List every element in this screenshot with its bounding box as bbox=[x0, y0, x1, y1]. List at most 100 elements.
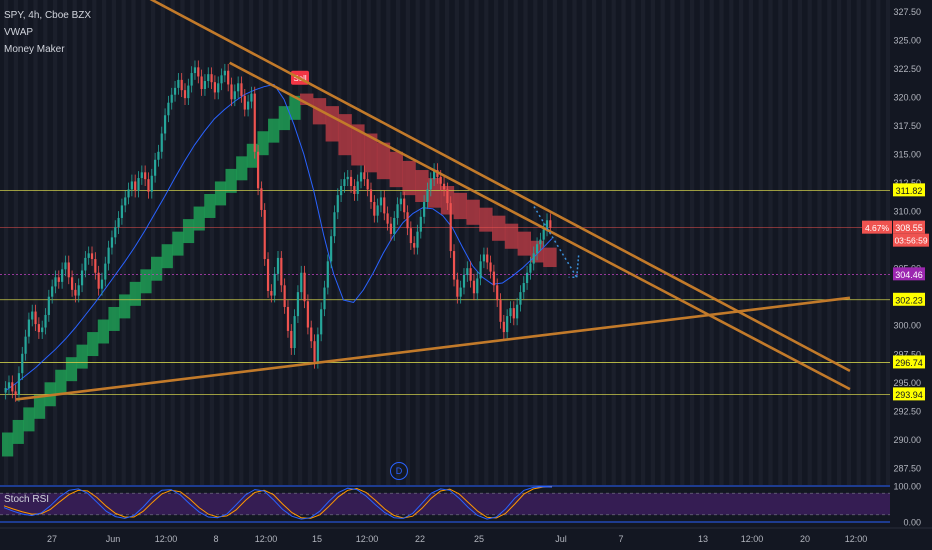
candle bbox=[516, 304, 519, 319]
candle bbox=[154, 159, 157, 176]
candle bbox=[296, 292, 300, 317]
trendline bbox=[15, 296, 851, 401]
session-stripe bbox=[797, 0, 802, 485]
session-stripe bbox=[807, 0, 812, 485]
candle bbox=[97, 272, 100, 289]
time-tick-label: 20 bbox=[800, 534, 810, 544]
time-axis[interactable]: 27 Jun 12:00 8 12:00 15 12:00 22 25 Jul 7 13 12:00 20… bbox=[0, 527, 932, 544]
candle bbox=[449, 203, 452, 252]
cloud-red-segment bbox=[543, 247, 557, 268]
candle bbox=[283, 285, 286, 307]
session-stripe bbox=[494, 0, 499, 485]
cloud-red-segment bbox=[466, 199, 480, 225]
candle bbox=[74, 289, 77, 296]
vwap-line bbox=[5, 83, 553, 391]
price-tick-label: 292.50 bbox=[893, 406, 921, 416]
candle bbox=[210, 74, 213, 83]
candle bbox=[110, 237, 114, 248]
candle bbox=[459, 287, 462, 297]
session-stripe bbox=[396, 0, 401, 485]
cloud-green-segment bbox=[204, 194, 216, 218]
candle bbox=[94, 259, 97, 273]
candle bbox=[423, 201, 426, 217]
trendline bbox=[149, 0, 851, 373]
chart-legend: SPY, 4h, Cboe BZX VWAP Money Maker bbox=[4, 7, 91, 58]
cloud-green-segment bbox=[246, 143, 259, 168]
candle bbox=[163, 115, 167, 134]
candle bbox=[512, 308, 515, 319]
stoch-band bbox=[0, 493, 890, 515]
vwap-indicator-label[interactable]: VWAP bbox=[4, 27, 34, 38]
candle bbox=[173, 87, 177, 95]
candle bbox=[320, 309, 323, 335]
session-stripe bbox=[258, 0, 263, 485]
price-tick-label: 287.50 bbox=[893, 463, 921, 473]
session-stripe bbox=[846, 0, 851, 485]
session-stripe bbox=[425, 0, 430, 485]
price-tick-label: 317.50 bbox=[893, 121, 921, 131]
candle bbox=[313, 341, 316, 362]
time-tick-label: Jun bbox=[106, 534, 121, 544]
trendlines[interactable] bbox=[15, 0, 851, 401]
candle bbox=[240, 83, 243, 96]
session-stripe bbox=[4, 0, 9, 485]
cloud-red-segment bbox=[504, 223, 519, 249]
candle bbox=[346, 176, 349, 180]
candle bbox=[180, 79, 183, 91]
price-tag bbox=[893, 387, 925, 401]
session-stripe bbox=[53, 0, 58, 485]
cloud-green-segment bbox=[108, 306, 120, 331]
candle bbox=[4, 388, 7, 393]
price-tag-label: 304.46 bbox=[895, 270, 923, 280]
session-stripe bbox=[347, 0, 352, 485]
session-stripe bbox=[160, 0, 165, 485]
session-stripe bbox=[23, 0, 28, 485]
candle bbox=[200, 76, 203, 90]
candle bbox=[27, 319, 31, 337]
cloud-green-segment bbox=[2, 432, 14, 457]
time-tick-label: Jul bbox=[555, 534, 567, 544]
money-maker-indicator-label[interactable]: Money Maker bbox=[4, 44, 65, 55]
session-stripe bbox=[699, 0, 704, 485]
candle bbox=[124, 197, 127, 206]
session-stripe bbox=[621, 0, 626, 485]
time-tick-label: 12:00 bbox=[356, 534, 379, 544]
candle bbox=[432, 170, 436, 180]
session-stripe bbox=[454, 0, 459, 485]
session-stripe bbox=[72, 0, 77, 485]
session-stripe bbox=[827, 0, 832, 485]
cloud-red-segment bbox=[492, 215, 506, 241]
session-stripe bbox=[690, 0, 695, 485]
candle bbox=[323, 287, 326, 310]
time-tick-label: 27 bbox=[47, 534, 57, 544]
cloud-green-segment bbox=[140, 269, 152, 294]
candle bbox=[54, 277, 57, 287]
candle bbox=[260, 188, 263, 210]
price-tag-label: 296.74 bbox=[895, 358, 923, 368]
candle bbox=[266, 259, 270, 291]
candle bbox=[100, 279, 104, 289]
session-stripe bbox=[200, 0, 205, 485]
candle bbox=[316, 334, 319, 362]
price-axis[interactable]: 327.50 325.00 322.50 320.00 317.50 315.00 312.… bbox=[862, 0, 932, 528]
cloud-green-segment bbox=[257, 131, 269, 156]
stoch-rsi-label[interactable]: Stoch RSI bbox=[4, 494, 50, 505]
cloud-red-segment bbox=[300, 93, 314, 105]
candle bbox=[84, 257, 87, 271]
cloud-green-segment bbox=[33, 394, 46, 419]
session-stripe bbox=[376, 0, 381, 485]
projection-arrow-tip bbox=[575, 254, 580, 278]
price-tick-label: 322.50 bbox=[893, 64, 921, 74]
candle bbox=[270, 291, 273, 296]
candle bbox=[293, 316, 296, 349]
symbol-title[interactable]: SPY, 4h, Cboe BZX bbox=[4, 10, 92, 21]
price-tick-label: 315.00 bbox=[893, 150, 921, 160]
candle bbox=[14, 391, 17, 395]
dividend-marker[interactable]: D bbox=[390, 462, 408, 480]
cloud-green-segment bbox=[97, 319, 110, 344]
candle bbox=[51, 286, 54, 297]
candle bbox=[183, 90, 187, 99]
candle bbox=[217, 83, 220, 93]
cloud-red-segment bbox=[517, 231, 531, 256]
